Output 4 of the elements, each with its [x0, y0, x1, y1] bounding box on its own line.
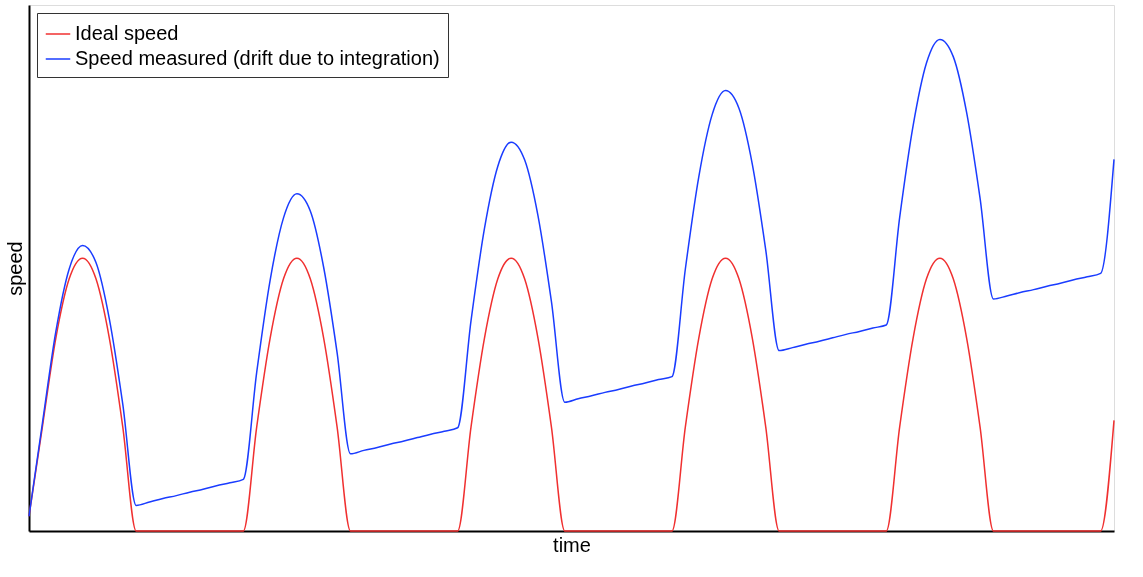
legend-label: Ideal speed: [75, 22, 179, 44]
legend-label: Speed measured (drift due to integration): [75, 47, 440, 69]
x-axis-title: time: [553, 533, 591, 556]
y-axis-title: speed: [3, 241, 26, 296]
